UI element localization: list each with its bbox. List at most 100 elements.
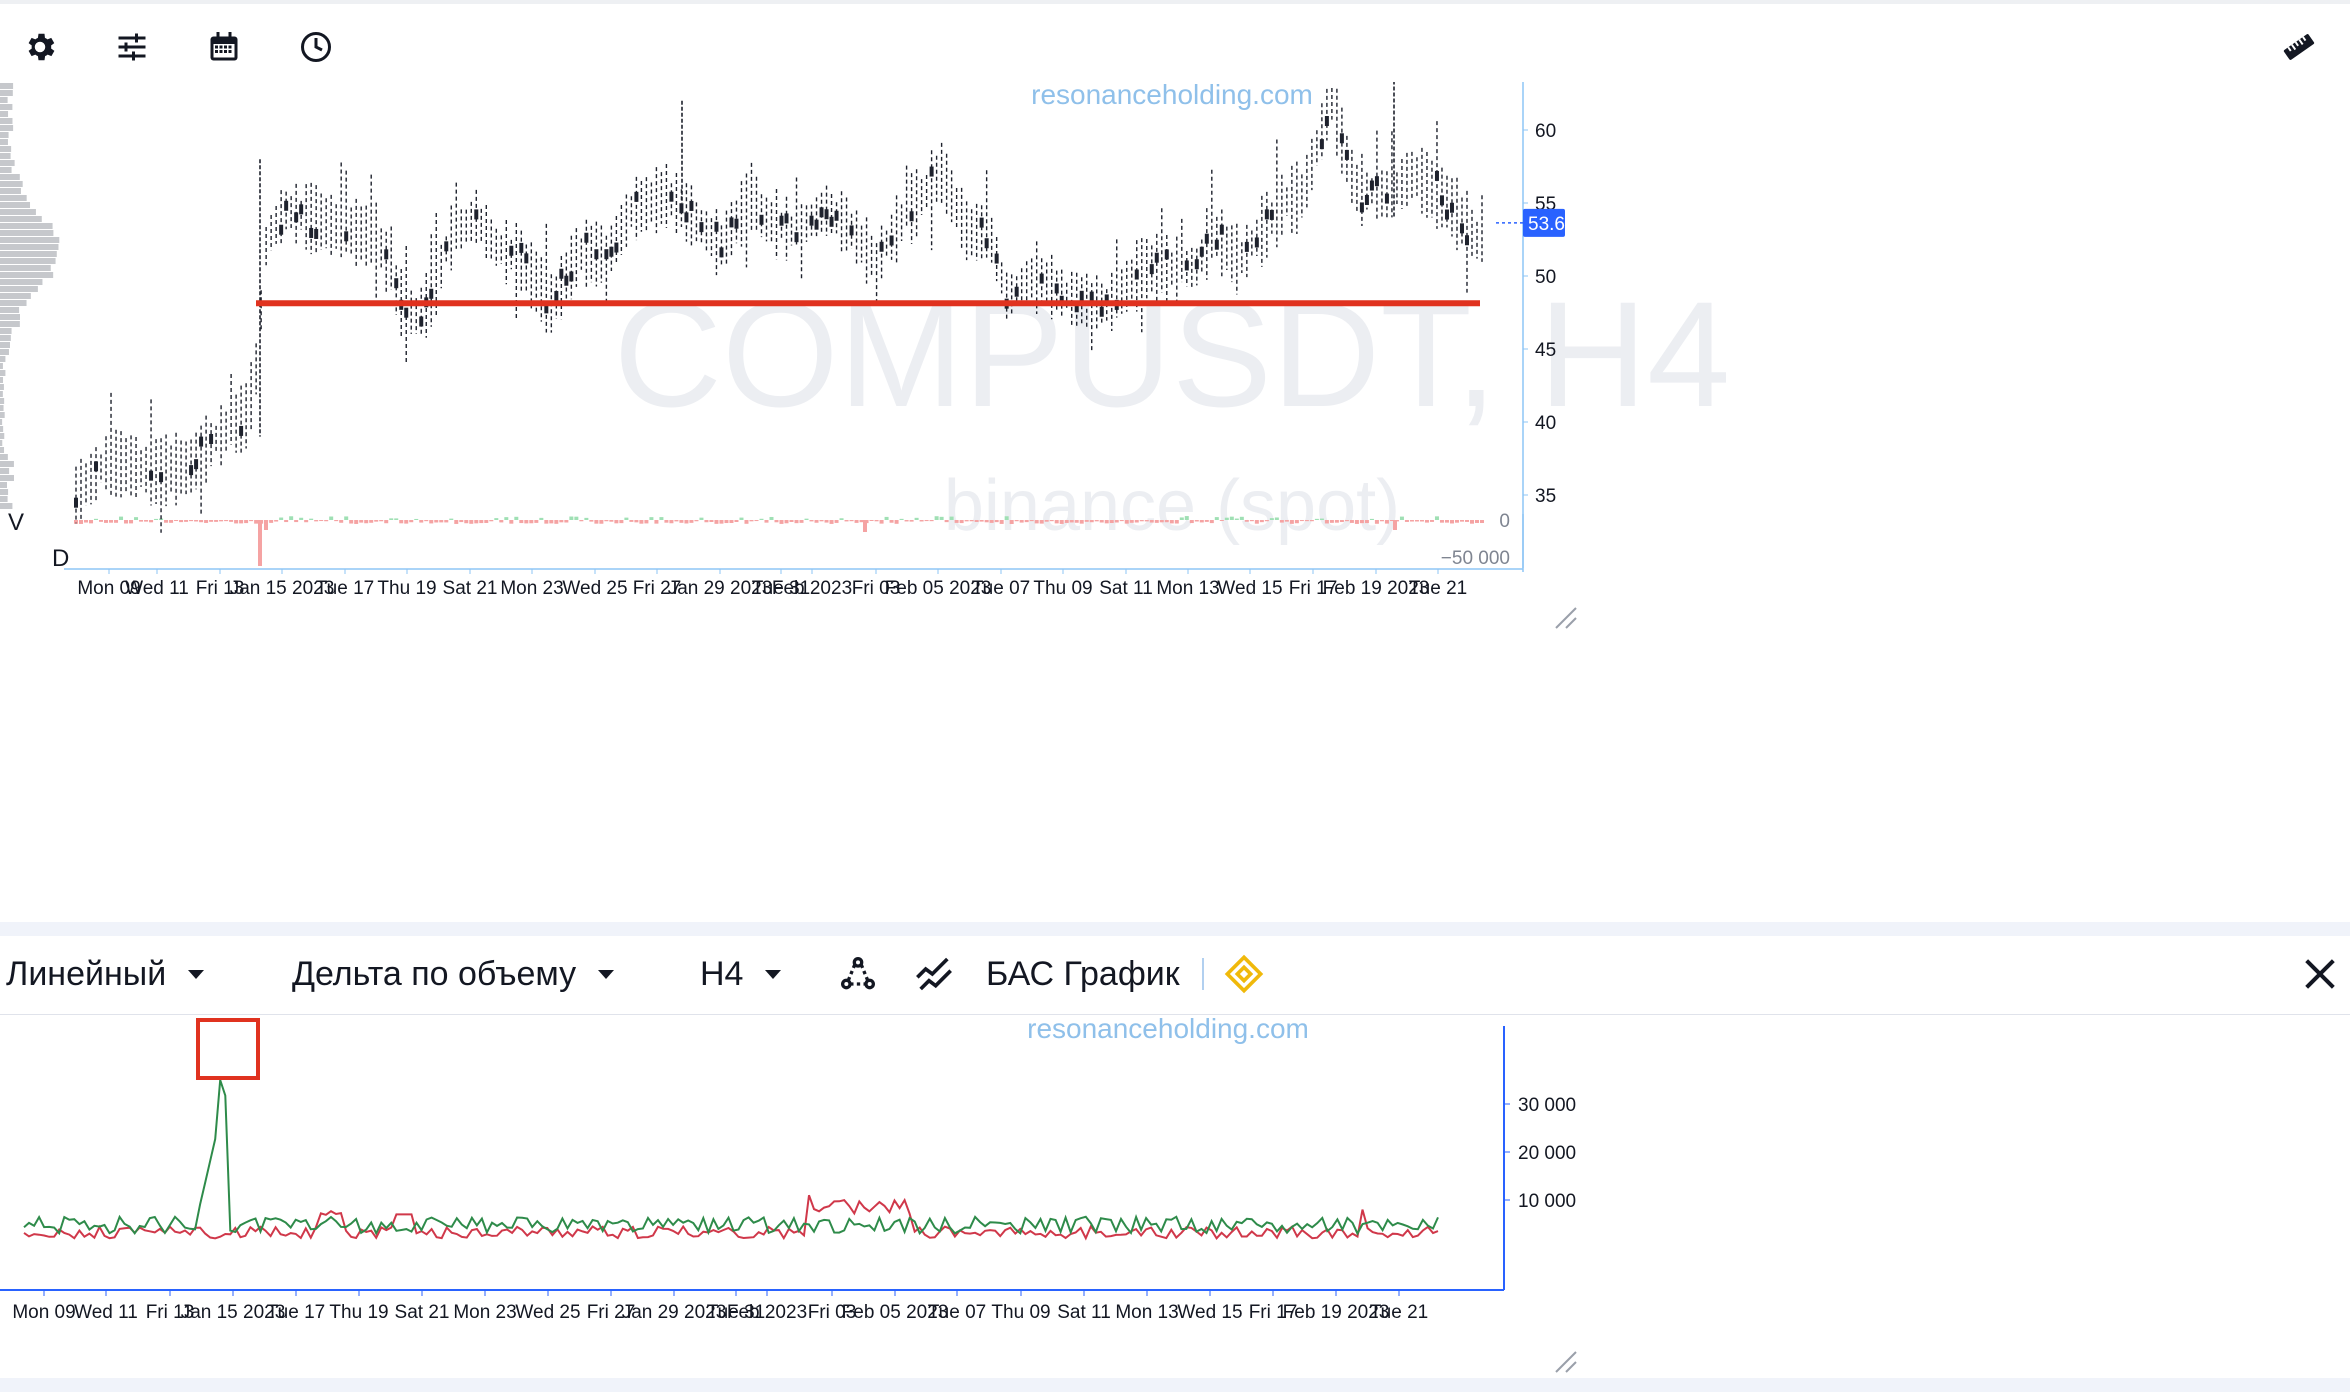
- delta-bar: [1044, 520, 1049, 522]
- gear-icon[interactable]: [17, 24, 63, 70]
- delta-bar: [1099, 520, 1104, 523]
- indicator-dropdown[interactable]: Дельта по объему: [292, 948, 615, 1000]
- volume-profile-bar: [0, 223, 53, 229]
- delta-bar: [994, 520, 999, 523]
- delta-bar: [424, 520, 429, 522]
- delta-bar: [1024, 520, 1029, 523]
- chevron-down-icon: [598, 969, 615, 979]
- price-bar-body: [699, 222, 704, 233]
- delta-bar: [854, 520, 859, 523]
- delta-bar: [1314, 518, 1319, 520]
- delta-bar: [614, 520, 619, 524]
- chart-type-label: Линейный: [6, 954, 167, 993]
- sliders-icon[interactable]: [109, 24, 155, 70]
- volume-profile-bar: [0, 468, 10, 474]
- calendar-icon[interactable]: [201, 24, 247, 70]
- delta-bar: [329, 516, 334, 520]
- price-bar-body: [719, 247, 724, 258]
- delta-bar: [214, 520, 219, 522]
- delta-bar: [224, 520, 229, 522]
- chart-type-dropdown[interactable]: Линейный: [6, 948, 205, 1000]
- delta-bar: [194, 520, 199, 522]
- spike-highlight-box: [196, 1018, 260, 1080]
- x-tick-label: Tue 17: [267, 1302, 325, 1323]
- y-tick-label: 20 000: [1518, 1143, 1576, 1164]
- x-tick-label: Wed 11: [74, 1302, 138, 1323]
- delta-bar: [1149, 520, 1154, 523]
- compare-icon[interactable]: [910, 950, 958, 998]
- delta-bar: [314, 520, 319, 522]
- price-bar-body: [1149, 264, 1154, 275]
- delta-bar: [1414, 520, 1419, 522]
- volume-profile-bar: [0, 356, 6, 362]
- price-bar-body: [1449, 202, 1454, 213]
- x-tick-label: Sat 11: [1057, 1302, 1111, 1323]
- delta-bar: [409, 520, 414, 523]
- price-bar-body: [1344, 149, 1349, 160]
- indicators-icon[interactable]: [834, 950, 882, 998]
- close-icon[interactable]: [2300, 954, 2340, 994]
- delta-bar: [879, 520, 884, 524]
- delta-bar: [244, 520, 249, 524]
- main-chart[interactable]: COMPUSDT, H4 binance (spot) resonancehol…: [0, 55, 2350, 922]
- chevron-down-icon: [188, 969, 205, 979]
- time-tick-label: Feb 05 2023: [885, 578, 992, 599]
- price-bar-body: [314, 228, 319, 239]
- delta-bar: [119, 516, 124, 520]
- delta-bar: [274, 520, 279, 522]
- delta-bar: [554, 520, 559, 524]
- price-bar-body: [679, 203, 684, 214]
- volume-profile-bar: [0, 377, 4, 383]
- price-bar-body: [819, 207, 824, 218]
- resize-handle-icon[interactable]: [1552, 1348, 1578, 1374]
- delta-bar: [1419, 520, 1424, 522]
- price-bar-body: [384, 249, 389, 260]
- volume-profile-bar: [0, 475, 14, 481]
- clock-icon[interactable]: [293, 24, 339, 70]
- time-tick-label: Mon 09: [77, 578, 140, 599]
- delta-bar: [249, 520, 254, 522]
- delta-bar: [774, 520, 779, 523]
- delta-bar: [309, 518, 314, 520]
- price-bar-body: [814, 219, 819, 230]
- volume-profile-bar: [0, 349, 9, 355]
- volume-profile-bar: [0, 118, 13, 124]
- delta-bar: [1289, 520, 1294, 524]
- delta-bar: [189, 520, 194, 522]
- delta-bar: [809, 520, 814, 522]
- price-bar-body: [1089, 291, 1094, 302]
- delta-bar: [279, 517, 284, 520]
- price-bar-body: [1079, 290, 1084, 301]
- delta-bar: [149, 520, 154, 523]
- delta-bar: [504, 517, 509, 520]
- price-tick-label: 35: [1535, 486, 1556, 507]
- price-bar-body: [584, 232, 589, 243]
- price-bar-body: [1439, 195, 1444, 206]
- delta-bar: [1074, 520, 1079, 523]
- delta-bar: [1294, 520, 1299, 524]
- delta-bar: [1384, 520, 1389, 524]
- delta-bar: [634, 520, 639, 523]
- volume-profile-bar: [0, 321, 20, 327]
- delta-bar: [1304, 520, 1309, 522]
- price-bar-body: [1464, 235, 1469, 246]
- delta-bar: [174, 520, 179, 522]
- delta-bar: [544, 520, 549, 524]
- timeframe-dropdown[interactable]: H4: [700, 948, 782, 1000]
- price-bar-body: [544, 303, 549, 314]
- delta-bar: [609, 520, 614, 522]
- delta-bar: [339, 520, 344, 523]
- watermark-symbol: COMPUSDT, H4: [614, 270, 1731, 438]
- delta-bar: [484, 520, 489, 523]
- price-bar-body: [1459, 223, 1464, 234]
- delta-bar: [744, 520, 749, 524]
- delta-bar: [354, 520, 359, 524]
- panel-splitter[interactable]: [0, 922, 2350, 936]
- resize-handle-icon[interactable]: [1552, 604, 1578, 630]
- price-bar-body: [714, 221, 719, 232]
- price-bar-body: [94, 461, 99, 472]
- ruler-icon[interactable]: [2276, 24, 2322, 70]
- volume-profile-bar: [0, 216, 42, 222]
